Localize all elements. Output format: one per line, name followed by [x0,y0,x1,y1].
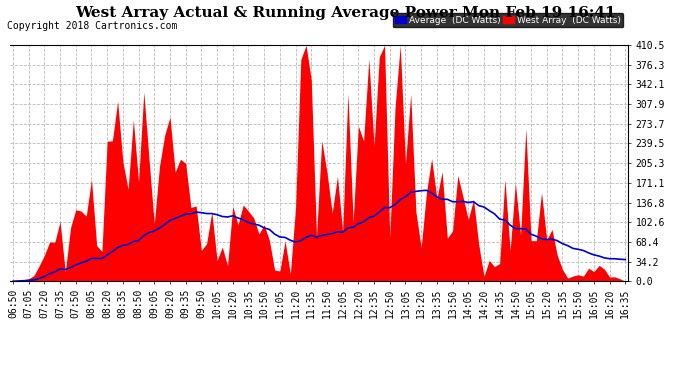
Text: Copyright 2018 Cartronics.com: Copyright 2018 Cartronics.com [7,21,177,31]
Legend: Average  (DC Watts), West Array  (DC Watts): Average (DC Watts), West Array (DC Watts… [393,13,623,27]
Text: West Array Actual & Running Average Power Mon Feb 19 16:41: West Array Actual & Running Average Powe… [75,6,615,20]
